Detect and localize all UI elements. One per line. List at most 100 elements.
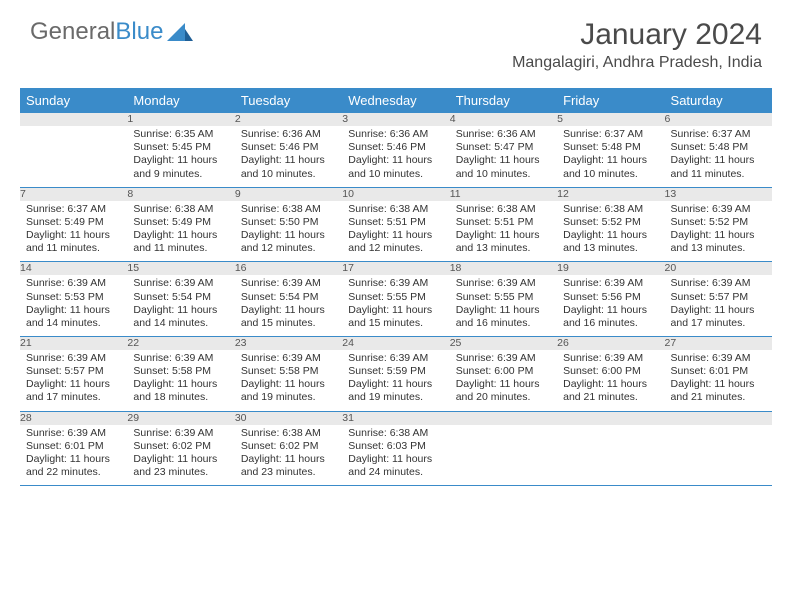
daylight-text: Daylight: 11 hours and 21 minutes. <box>671 378 766 404</box>
day-cell-body: Sunrise: 6:35 AMSunset: 5:45 PMDaylight:… <box>127 126 234 187</box>
day-cell-body: Sunrise: 6:38 AMSunset: 6:02 PMDaylight:… <box>235 425 342 486</box>
daylight-text: Daylight: 11 hours and 14 minutes. <box>26 304 121 330</box>
sunrise-text: Sunrise: 6:39 AM <box>456 277 551 290</box>
daylight-text: Daylight: 11 hours and 23 minutes. <box>241 453 336 479</box>
day-cell: Sunrise: 6:38 AMSunset: 5:50 PMDaylight:… <box>235 201 342 262</box>
sunrise-text: Sunrise: 6:37 AM <box>563 128 658 141</box>
daylight-text: Daylight: 11 hours and 10 minutes. <box>563 154 658 180</box>
day-cell-body: Sunrise: 6:39 AMSunset: 5:58 PMDaylight:… <box>127 350 234 411</box>
day-cell <box>450 425 557 486</box>
daylight-text: Daylight: 11 hours and 17 minutes. <box>26 378 121 404</box>
weekday-header: Saturday <box>665 88 772 113</box>
day-cell <box>665 425 772 486</box>
day-number-cell: 5 <box>557 113 664 126</box>
day-number-cell: 3 <box>342 113 449 126</box>
sunrise-text: Sunrise: 6:39 AM <box>133 352 228 365</box>
daylight-text: Daylight: 11 hours and 18 minutes. <box>133 378 228 404</box>
day-cell: Sunrise: 6:39 AMSunset: 5:55 PMDaylight:… <box>450 275 557 336</box>
day-number-row: 14151617181920 <box>20 262 772 276</box>
calendar-head: SundayMondayTuesdayWednesdayThursdayFrid… <box>20 88 772 113</box>
daylight-text: Daylight: 11 hours and 16 minutes. <box>563 304 658 330</box>
sunset-text: Sunset: 5:45 PM <box>133 141 228 154</box>
sunset-text: Sunset: 5:48 PM <box>671 141 766 154</box>
day-cell-body: Sunrise: 6:39 AMSunset: 5:56 PMDaylight:… <box>557 275 664 336</box>
sunrise-text: Sunrise: 6:39 AM <box>563 277 658 290</box>
sunrise-text: Sunrise: 6:38 AM <box>348 427 443 440</box>
daylight-text: Daylight: 11 hours and 11 minutes. <box>133 229 228 255</box>
day-number-cell: 31 <box>342 411 449 425</box>
day-number-cell: 26 <box>557 336 664 350</box>
sunrise-text: Sunrise: 6:37 AM <box>671 128 766 141</box>
day-cell: Sunrise: 6:39 AMSunset: 5:59 PMDaylight:… <box>342 350 449 411</box>
calendar-table: SundayMondayTuesdayWednesdayThursdayFrid… <box>20 88 772 486</box>
sunset-text: Sunset: 5:54 PM <box>133 291 228 304</box>
day-number-cell: 14 <box>20 262 127 276</box>
day-cell-empty <box>557 425 664 486</box>
day-cell: Sunrise: 6:36 AMSunset: 5:47 PMDaylight:… <box>450 126 557 187</box>
daylight-text: Daylight: 11 hours and 10 minutes. <box>456 154 551 180</box>
day-number-cell: 21 <box>20 336 127 350</box>
daylight-text: Daylight: 11 hours and 21 minutes. <box>563 378 658 404</box>
day-number-cell: 9 <box>235 187 342 201</box>
day-cell-body: Sunrise: 6:39 AMSunset: 5:53 PMDaylight:… <box>20 275 127 336</box>
day-cell: Sunrise: 6:39 AMSunset: 6:00 PMDaylight:… <box>450 350 557 411</box>
day-cell-body: Sunrise: 6:38 AMSunset: 5:51 PMDaylight:… <box>450 201 557 262</box>
sunset-text: Sunset: 5:49 PM <box>133 216 228 229</box>
day-number-cell: 7 <box>20 187 127 201</box>
day-number-cell: 4 <box>450 113 557 126</box>
day-cell-body: Sunrise: 6:37 AMSunset: 5:49 PMDaylight:… <box>20 201 127 262</box>
day-number-cell: 11 <box>450 187 557 201</box>
day-number-cell: 25 <box>450 336 557 350</box>
sunrise-text: Sunrise: 6:37 AM <box>26 203 121 216</box>
sunrise-text: Sunrise: 6:39 AM <box>348 277 443 290</box>
day-cell-body: Sunrise: 6:39 AMSunset: 5:55 PMDaylight:… <box>342 275 449 336</box>
day-cell-empty <box>20 126 127 187</box>
sunset-text: Sunset: 5:58 PM <box>133 365 228 378</box>
sunset-text: Sunset: 6:00 PM <box>456 365 551 378</box>
day-number-cell: 17 <box>342 262 449 276</box>
day-number-cell: 1 <box>127 113 234 126</box>
logo: GeneralBlue <box>30 18 193 46</box>
sunrise-text: Sunrise: 6:39 AM <box>26 427 121 440</box>
weekday-header: Tuesday <box>235 88 342 113</box>
sunrise-text: Sunrise: 6:38 AM <box>241 427 336 440</box>
sunrise-text: Sunrise: 6:39 AM <box>456 352 551 365</box>
daylight-text: Daylight: 11 hours and 16 minutes. <box>456 304 551 330</box>
day-cell: Sunrise: 6:39 AMSunset: 5:54 PMDaylight:… <box>127 275 234 336</box>
sunrise-text: Sunrise: 6:38 AM <box>241 203 336 216</box>
day-cell-body: Sunrise: 6:38 AMSunset: 5:51 PMDaylight:… <box>342 201 449 262</box>
day-cell-body: Sunrise: 6:39 AMSunset: 5:52 PMDaylight:… <box>665 201 772 262</box>
sunrise-text: Sunrise: 6:36 AM <box>456 128 551 141</box>
day-number-cell: 12 <box>557 187 664 201</box>
daylight-text: Daylight: 11 hours and 12 minutes. <box>241 229 336 255</box>
sunrise-text: Sunrise: 6:39 AM <box>563 352 658 365</box>
day-cell: Sunrise: 6:39 AMSunset: 6:01 PMDaylight:… <box>665 350 772 411</box>
sunset-text: Sunset: 5:53 PM <box>26 291 121 304</box>
day-cell: Sunrise: 6:35 AMSunset: 5:45 PMDaylight:… <box>127 126 234 187</box>
day-content-row: Sunrise: 6:35 AMSunset: 5:45 PMDaylight:… <box>20 126 772 187</box>
daylight-text: Daylight: 11 hours and 15 minutes. <box>348 304 443 330</box>
daylight-text: Daylight: 11 hours and 13 minutes. <box>671 229 766 255</box>
day-number-cell: 27 <box>665 336 772 350</box>
page-header: GeneralBlue January 2024 Mangalagiri, An… <box>0 0 792 76</box>
daylight-text: Daylight: 11 hours and 14 minutes. <box>133 304 228 330</box>
weekday-header: Wednesday <box>342 88 449 113</box>
day-cell-body: Sunrise: 6:39 AMSunset: 5:57 PMDaylight:… <box>665 275 772 336</box>
day-cell: Sunrise: 6:38 AMSunset: 5:51 PMDaylight:… <box>342 201 449 262</box>
day-number-cell <box>20 113 127 126</box>
sunset-text: Sunset: 6:01 PM <box>671 365 766 378</box>
logo-text-2: Blue <box>115 18 163 46</box>
calendar-body: 123456 Sunrise: 6:35 AMSunset: 5:45 PMDa… <box>20 113 772 486</box>
sunset-text: Sunset: 6:00 PM <box>563 365 658 378</box>
sunset-text: Sunset: 5:56 PM <box>563 291 658 304</box>
day-cell: Sunrise: 6:38 AMSunset: 5:51 PMDaylight:… <box>450 201 557 262</box>
day-cell-body: Sunrise: 6:38 AMSunset: 6:03 PMDaylight:… <box>342 425 449 486</box>
sunset-text: Sunset: 5:52 PM <box>563 216 658 229</box>
sunset-text: Sunset: 5:48 PM <box>563 141 658 154</box>
location-subtitle: Mangalagiri, Andhra Pradesh, India <box>512 54 762 72</box>
day-content-row: Sunrise: 6:37 AMSunset: 5:49 PMDaylight:… <box>20 201 772 262</box>
sunset-text: Sunset: 6:01 PM <box>26 440 121 453</box>
sunrise-text: Sunrise: 6:39 AM <box>671 203 766 216</box>
day-number-cell <box>665 411 772 425</box>
month-title: January 2024 <box>512 18 762 52</box>
